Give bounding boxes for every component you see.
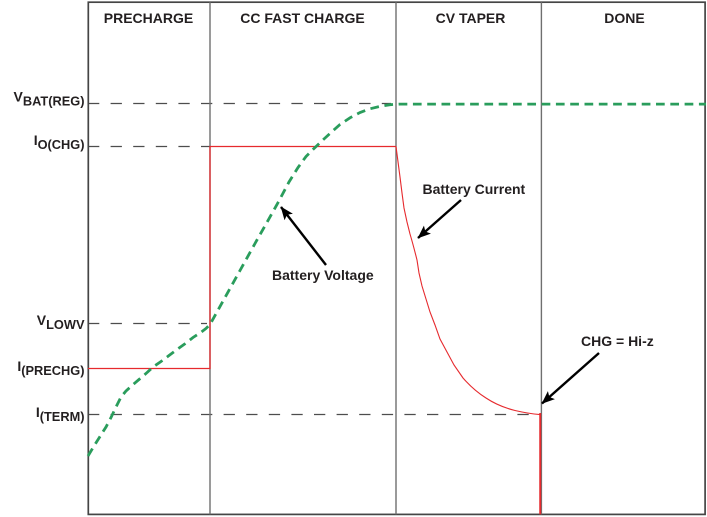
svg-text:Battery Voltage: Battery Voltage [272, 267, 374, 283]
svg-text:CV TAPER: CV TAPER [436, 10, 506, 26]
svg-text:IO(CHG): IO(CHG) [34, 132, 85, 152]
svg-text:I(TERM): I(TERM) [36, 404, 85, 424]
svg-text:DONE: DONE [604, 10, 644, 26]
svg-text:VLOWV: VLOWV [37, 312, 85, 332]
svg-text:Battery Current: Battery Current [423, 181, 526, 197]
svg-text:VBAT(REG): VBAT(REG) [14, 89, 85, 109]
svg-text:CC FAST CHARGE: CC FAST CHARGE [240, 10, 364, 26]
svg-text:PRECHARGE: PRECHARGE [104, 10, 193, 26]
svg-text:I(PRECHG): I(PRECHG) [17, 358, 84, 378]
svg-text:CHG = Hi-z: CHG = Hi-z [581, 333, 654, 349]
